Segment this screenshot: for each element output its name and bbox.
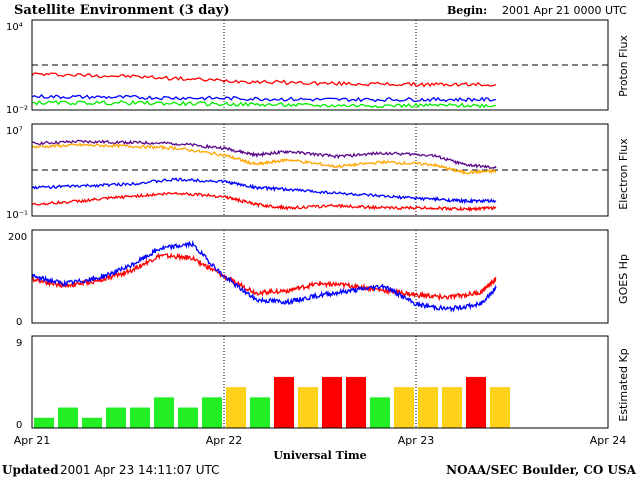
series-line-red [32, 191, 497, 213]
kp-bar [490, 387, 510, 428]
series-line-blue [31, 93, 497, 103]
kp-bar [202, 397, 222, 428]
xtick-apr22: Apr 22 [206, 434, 243, 447]
series-line-blue [31, 177, 497, 205]
updated-value: 2001 Apr 23 14:11:07 UTC [60, 463, 220, 477]
kp-bar [178, 407, 198, 428]
electron-ytick-bottom: 10⁻¹ [6, 210, 28, 221]
panel-frame [31, 229, 609, 324]
proton-flux-panel [31, 19, 609, 111]
estimated-kp-panel [31, 335, 609, 429]
begin-label: Begin: [447, 4, 487, 17]
electron-flux-ylabel: Electron Flux [617, 138, 630, 210]
electron-flux-panel [31, 123, 609, 217]
kp-ytick-top: 9 [16, 338, 22, 349]
kp-bar [298, 387, 318, 428]
kp-bar [154, 397, 174, 428]
proton-flux-ylabel: Proton Flux [617, 35, 630, 97]
kp-bar [250, 397, 270, 428]
goes-hp-ylabel: GOES Hp [617, 254, 630, 304]
credit: NOAA/SEC Boulder, CO USA [446, 463, 637, 477]
hp-ytick-top: 200 [8, 232, 27, 243]
kp-bar [58, 407, 78, 428]
updated-label: Updated [2, 463, 59, 477]
kp-bar [226, 387, 246, 428]
kp-bar [82, 417, 102, 428]
kp-bar [34, 417, 54, 428]
xtick-apr21: Apr 21 [14, 434, 51, 447]
series-line-blue [31, 240, 497, 313]
kp-bar [322, 376, 342, 428]
series-line-red [31, 72, 497, 88]
kp-bar [442, 387, 462, 428]
begin-value: 2001 Apr 21 0000 UTC [502, 4, 627, 17]
series-line-red [31, 252, 497, 302]
proton-ytick-top: 10⁴ [6, 22, 23, 33]
series-line-purple [31, 139, 497, 170]
goes-hp-panel [31, 229, 609, 324]
kp-bar [466, 376, 486, 428]
chart-title: Satellite Environment (3 day) [14, 3, 229, 18]
panel-frame [31, 335, 609, 429]
kp-bar [130, 407, 150, 428]
series-line-orange [31, 142, 497, 176]
proton-ytick-bottom: 10⁻² [6, 105, 28, 116]
panel-frame [31, 123, 609, 217]
kp-bar [106, 407, 126, 428]
electron-ytick-top: 10⁷ [6, 126, 23, 137]
kp-bar [274, 376, 294, 428]
kp-ytick-bottom: 0 [16, 420, 22, 431]
xtick-apr23: Apr 23 [398, 434, 435, 447]
series-line-green [31, 100, 496, 109]
estimated-kp-ylabel: Estimated Kp [617, 348, 630, 421]
kp-bar [346, 376, 366, 428]
xtick-apr24: Apr 24 [590, 434, 627, 447]
panel-frame [31, 19, 609, 111]
x-axis-label: Universal Time [273, 449, 366, 462]
kp-bar [394, 387, 414, 428]
kp-bar [418, 387, 438, 428]
hp-ytick-bottom: 0 [16, 317, 22, 328]
kp-bar [370, 397, 390, 428]
